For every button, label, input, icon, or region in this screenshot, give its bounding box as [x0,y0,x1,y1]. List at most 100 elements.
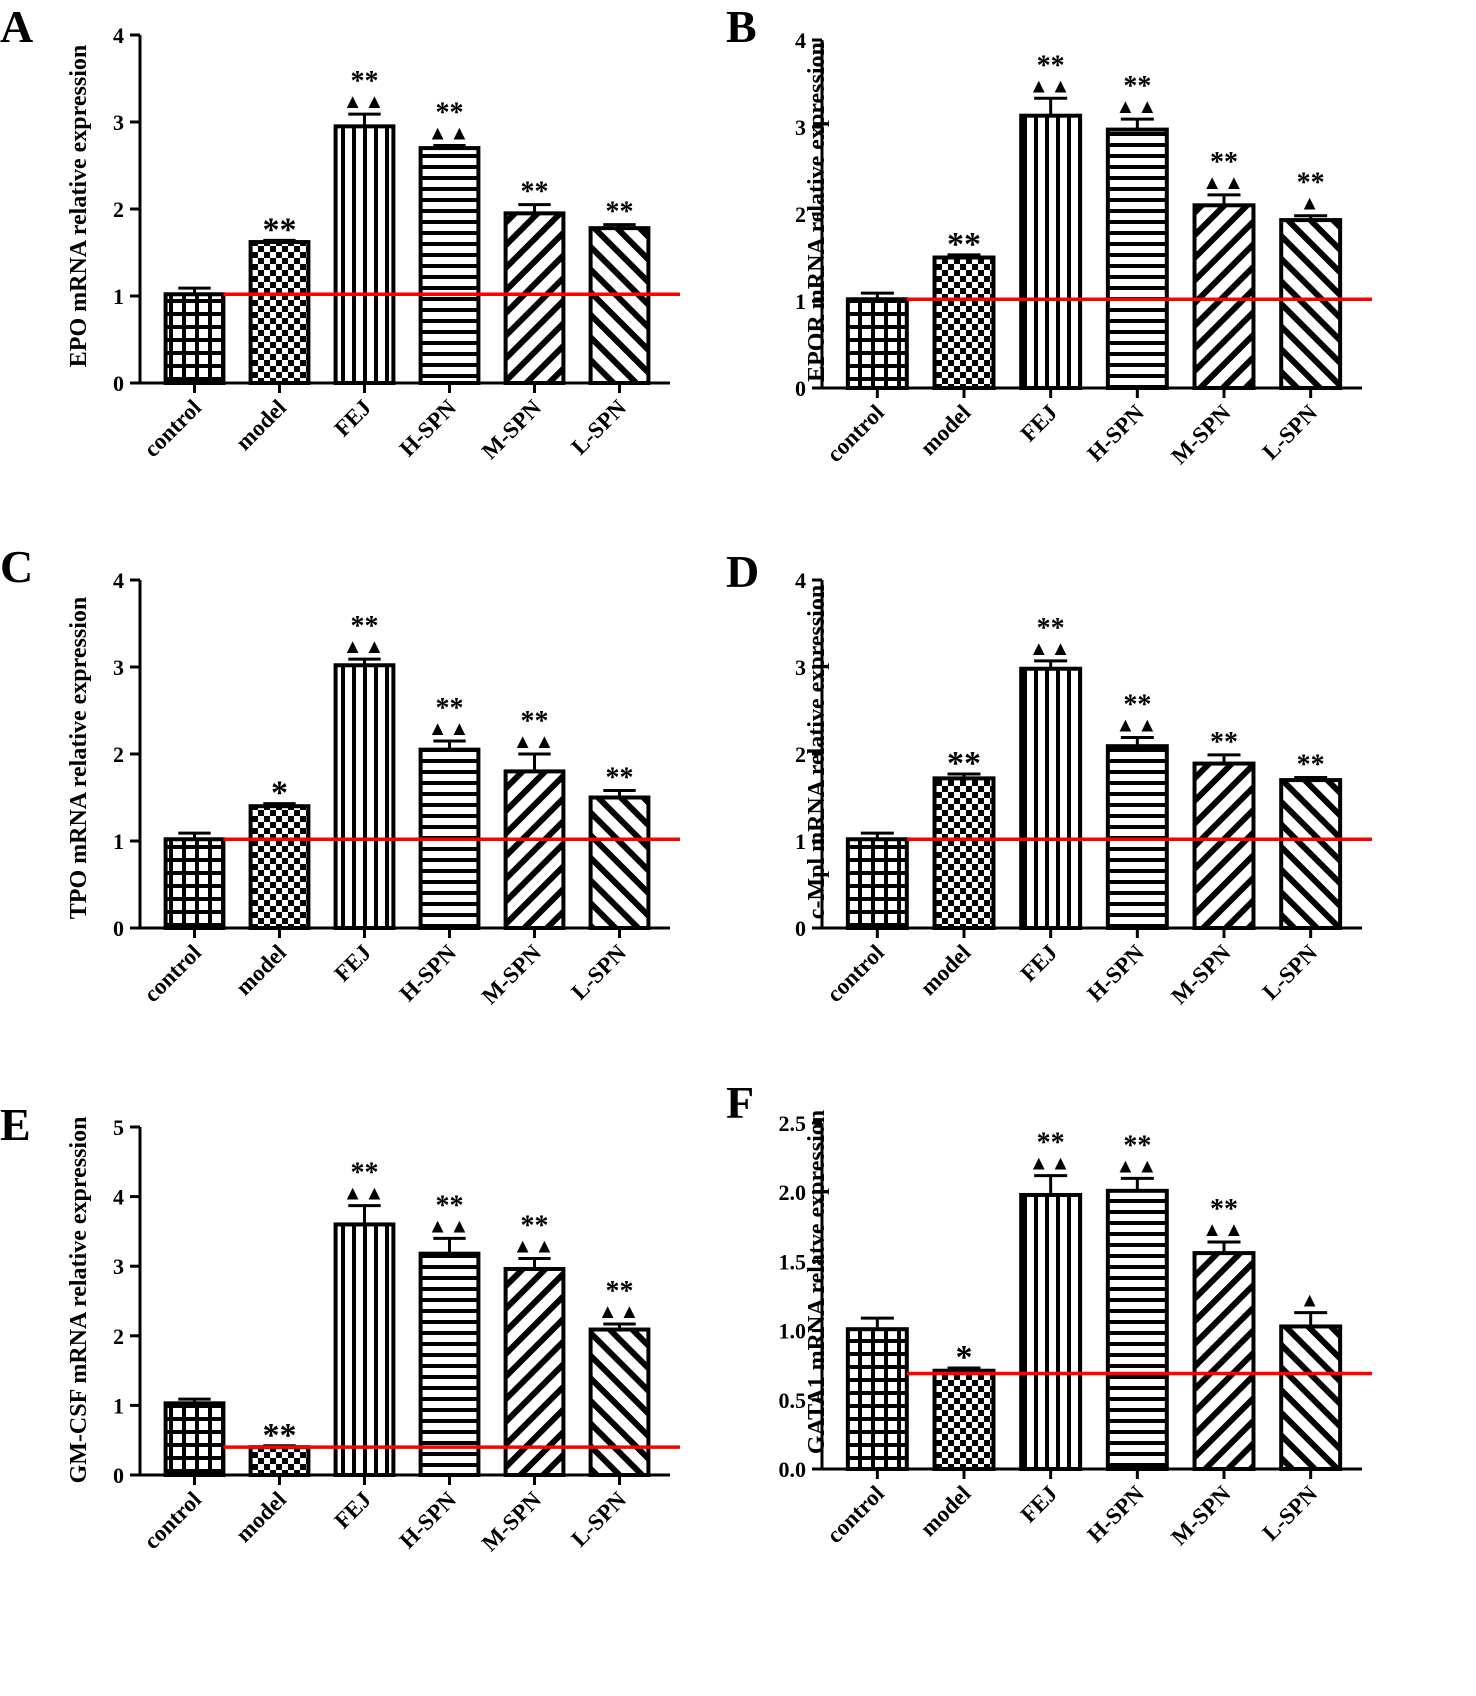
y-axis-title: TPO mRNA relative expression [66,597,92,919]
plot-area: 0.00.51.01.52.02.5control*model▲▲**FEJ▲▲… [779,1111,1372,1550]
x-tick-label: FEJ [329,395,376,442]
panel-f: F GATA1 mRNA relatve expression 0.0 0.5 1.… [726,1077,1372,1550]
x-tick-label: FEJ [1016,940,1063,987]
panel-e: E GM-CSF mRNA relative expression 0 1 2 3 4 5… [0,1099,680,1556]
panel-letter: D [726,546,759,597]
significance-star: ** [436,97,464,128]
y-tick-label: 5 [113,1115,124,1140]
significance-triangle: ▲▲ [343,1183,387,1205]
y-axis-title: c-Mpl mRNA relative expression [804,585,830,919]
significance-star: * [956,1339,973,1376]
y-tick-label: 2.0 [779,1180,807,1205]
y-tick-label: 3 [113,655,124,680]
significance-star: ** [947,745,981,782]
significance-star: ** [1037,613,1065,644]
significance-triangle: ▲▲ [1116,714,1160,736]
x-tick-label: model [915,400,975,460]
significance-star: ** [1210,727,1238,758]
bar-h-spn [418,1251,481,1477]
x-tick-label: control [139,395,206,462]
significance-star: ** [606,1276,634,1307]
significance-star: ** [947,226,981,263]
bar-h-spn [418,146,481,385]
significance-star: * [271,775,288,812]
bar-m-spn [503,769,566,931]
x-tick-label: model [915,1481,975,1541]
significance-star: ** [1123,71,1151,102]
x-tick-label: L-SPN [566,395,631,460]
x-tick-label: L-SPN [566,1487,631,1552]
y-tick-label: 2 [113,1324,124,1349]
x-tick-label: L-SPN [1258,400,1323,465]
significance-star: ** [1037,1128,1065,1159]
y-axis-title: GATA1 mRNA relatve expression [804,1110,830,1454]
bar-model [248,240,311,385]
bar-fej [333,124,396,385]
bar-h-spn [1105,1188,1169,1472]
bar-l-spn [1279,778,1343,930]
significance-star: ** [1037,50,1065,81]
significance-star: ** [521,1211,549,1242]
y-tick-label: 2 [795,202,806,227]
x-tick-label: H-SPN [1082,400,1149,467]
bar-m-spn [503,211,566,385]
x-tick-label: L-SPN [1258,940,1323,1005]
bar-control [845,1327,909,1471]
y-tick-label: 2 [113,742,124,767]
significance-star: ** [351,66,379,97]
x-tick-label: control [822,1481,889,1548]
x-tick-label: FEJ [1016,1481,1063,1528]
plot-area: 01234control**model▲▲**FEJ▲▲**H-SPN**M-S… [113,23,680,464]
x-tick-label: FEJ [1016,400,1063,447]
x-tick-label: M-SPN [1166,940,1235,1009]
x-tick-label: FEJ [329,1487,376,1534]
y-tick-label: 1 [113,284,124,309]
bar-m-spn [1192,203,1256,390]
significance-star: ** [1210,1194,1238,1225]
x-tick-label: control [139,940,206,1007]
bar-fej [1019,666,1083,930]
significance-star: ** [1297,168,1325,199]
x-tick-label: M-SPN [477,940,546,1009]
bar-l-spn [588,1327,651,1478]
y-tick-label: 2 [113,197,124,222]
y-tick-label: 4 [113,568,124,593]
significance-triangle: ▲▲ [343,91,387,113]
significance-star: ** [1123,689,1151,720]
y-tick-label: 1 [795,829,806,854]
bar-l-spn [588,226,651,385]
panel-letter: C [0,541,33,592]
bar-fej [333,663,396,930]
bar-model [932,776,996,930]
x-tick-label: M-SPN [1166,1481,1235,1550]
x-tick-label: model [231,1487,291,1547]
panel-b: B EPOR mRNA relative expression 0 1 2 3 4 con… [726,1,1372,469]
y-tick-label: 3 [113,110,124,135]
x-tick-label: control [822,400,889,467]
x-tick-label: H-SPN [395,1487,462,1554]
bar-model [932,255,996,390]
y-tick-label: 2 [795,742,806,767]
panel-letter: F [726,1077,754,1128]
significance-star: ** [1123,1130,1151,1161]
significance-triangle: ▲▲ [598,1301,642,1323]
x-tick-label: H-SPN [1082,940,1149,1007]
x-tick-label: model [915,940,975,1000]
panel-a: A EPO mRNA relative expression 0 1 2 3 4 cont… [0,1,680,464]
significance-triangle: ▲▲ [513,1236,557,1258]
significance-triangle: ▲▲ [428,718,472,740]
significance-triangle: ▲ [1300,193,1322,215]
significance-triangle: ▲▲ [1116,1155,1160,1177]
plot-area: 012345control**model▲▲**FEJ▲▲**H-SPN▲▲**… [113,1115,680,1556]
bar-control [845,837,909,931]
y-tick-label: 4 [795,568,806,593]
x-tick-label: H-SPN [1082,1481,1149,1548]
bar-model [248,804,311,931]
significance-star: ** [606,197,634,228]
significance-star: ** [606,763,634,794]
significance-triangle: ▲▲ [1202,1219,1246,1241]
significance-star: ** [351,1158,379,1189]
bar-l-spn [1279,1324,1343,1471]
panel-d: D c-Mpl mRNA relative expression 0 1 2 3 4 co… [726,546,1372,1009]
y-tick-label: 0 [113,916,124,941]
